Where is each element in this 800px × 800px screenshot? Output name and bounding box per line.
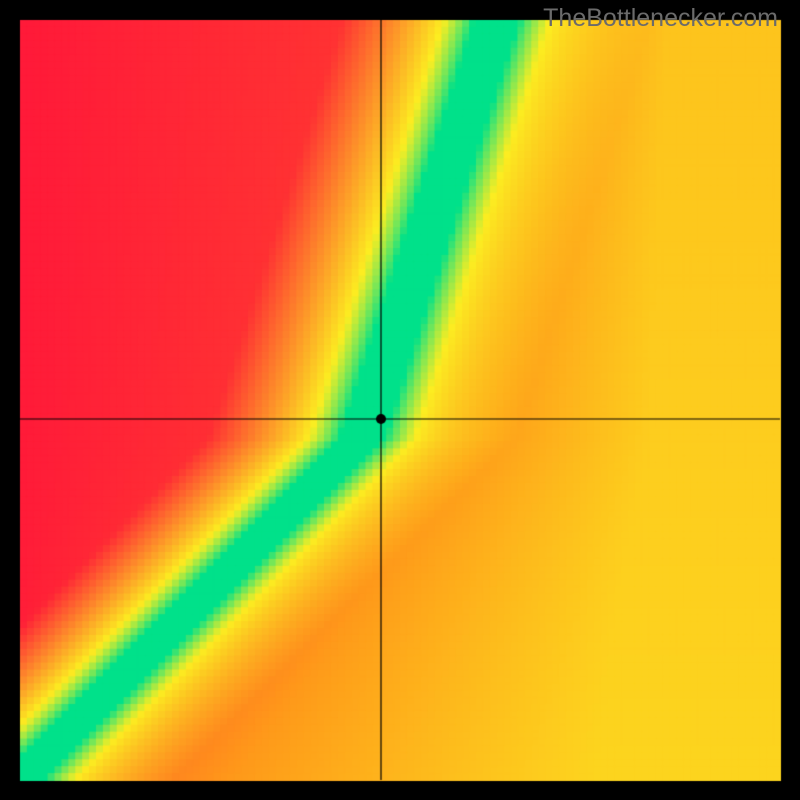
figure-container: { "canvas": { "width": 800, "height": 80… [0,0,800,800]
watermark-text: TheBottlenecker.com [543,4,778,33]
heatmap-canvas [0,0,800,800]
